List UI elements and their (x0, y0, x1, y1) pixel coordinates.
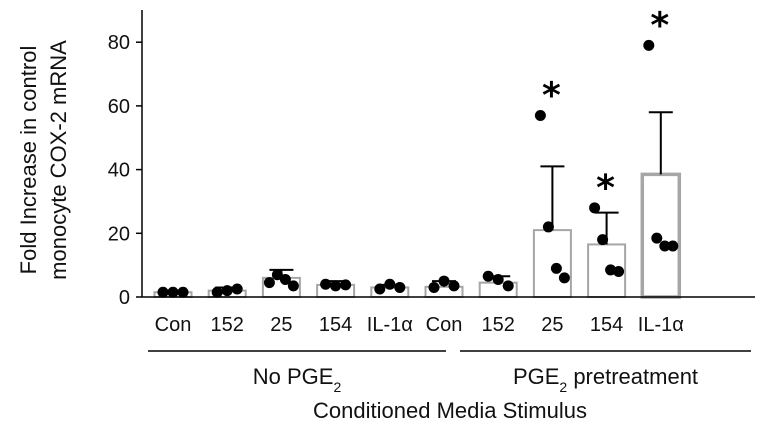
y-axis-title-line-2: monocyte COX-2 mRNA (46, 40, 71, 280)
data-point (502, 280, 514, 292)
data-point (482, 270, 494, 282)
data-point (558, 272, 570, 284)
data-point (157, 286, 169, 298)
x-tick-label: 154 (319, 314, 352, 336)
data-point (542, 221, 554, 233)
data-point (394, 281, 406, 293)
x-tick-label: 152 (211, 314, 244, 336)
x-tick-label: 154 (590, 314, 623, 336)
x-tick-label: 152 (482, 314, 515, 336)
data-point (597, 234, 609, 246)
data-point (263, 277, 275, 289)
data-point (330, 280, 342, 292)
x-tick-label: Con (426, 314, 463, 336)
data-point (287, 280, 299, 292)
significance-star: * (542, 75, 561, 116)
data-point (550, 262, 562, 274)
y-axis-title-line-1: Fold Increase in control (16, 46, 41, 275)
data-point (589, 202, 601, 214)
y-tick-label: 40 (108, 160, 130, 182)
x-axis-title: Conditioned Media Stimulus (313, 398, 587, 423)
data-point (659, 240, 671, 252)
x-tick-label: Con (155, 314, 192, 336)
data-point (438, 275, 450, 287)
data-point (279, 273, 291, 285)
x-tick-label: IL-1α (638, 314, 684, 336)
group-label: No PGE2 (253, 364, 342, 395)
significance-star: * (650, 5, 669, 46)
data-point (667, 240, 679, 252)
data-point (320, 278, 332, 290)
group-brackets: No PGE2 PGE2 pretreatment (148, 350, 751, 395)
data-point (374, 283, 386, 295)
x-axis: Con 152 25 154 IL-1α Con 152 25 154 IL-1α (142, 296, 755, 336)
bar (532, 229, 572, 299)
x-tick-label: 25 (270, 314, 292, 336)
significance-star: * (596, 168, 615, 209)
x-tick-label: 25 (541, 314, 563, 336)
data-point (448, 280, 460, 292)
data-point (643, 39, 655, 51)
data-point (221, 285, 233, 297)
data-point (534, 109, 546, 121)
data-point (271, 269, 283, 281)
data-point (428, 281, 440, 293)
data-point (492, 273, 504, 285)
data-point (340, 279, 352, 291)
y-tick-label: 0 (119, 287, 130, 309)
data-point (211, 286, 223, 298)
data-point (167, 286, 179, 298)
plot-area: * * * (153, 5, 682, 299)
x-tick-label: IL-1α (367, 314, 413, 336)
y-tick-label: 20 (108, 223, 130, 245)
data-point (231, 283, 243, 295)
y-axis: 0 20 40 60 80 (108, 10, 143, 309)
y-tick-label: 80 (108, 32, 130, 54)
data-point (651, 232, 663, 244)
y-tick-label: 60 (108, 96, 130, 118)
data-point (384, 278, 396, 290)
group-label: PGE2 pretreatment (513, 364, 698, 395)
data-point (177, 286, 189, 298)
data-point (613, 266, 625, 278)
